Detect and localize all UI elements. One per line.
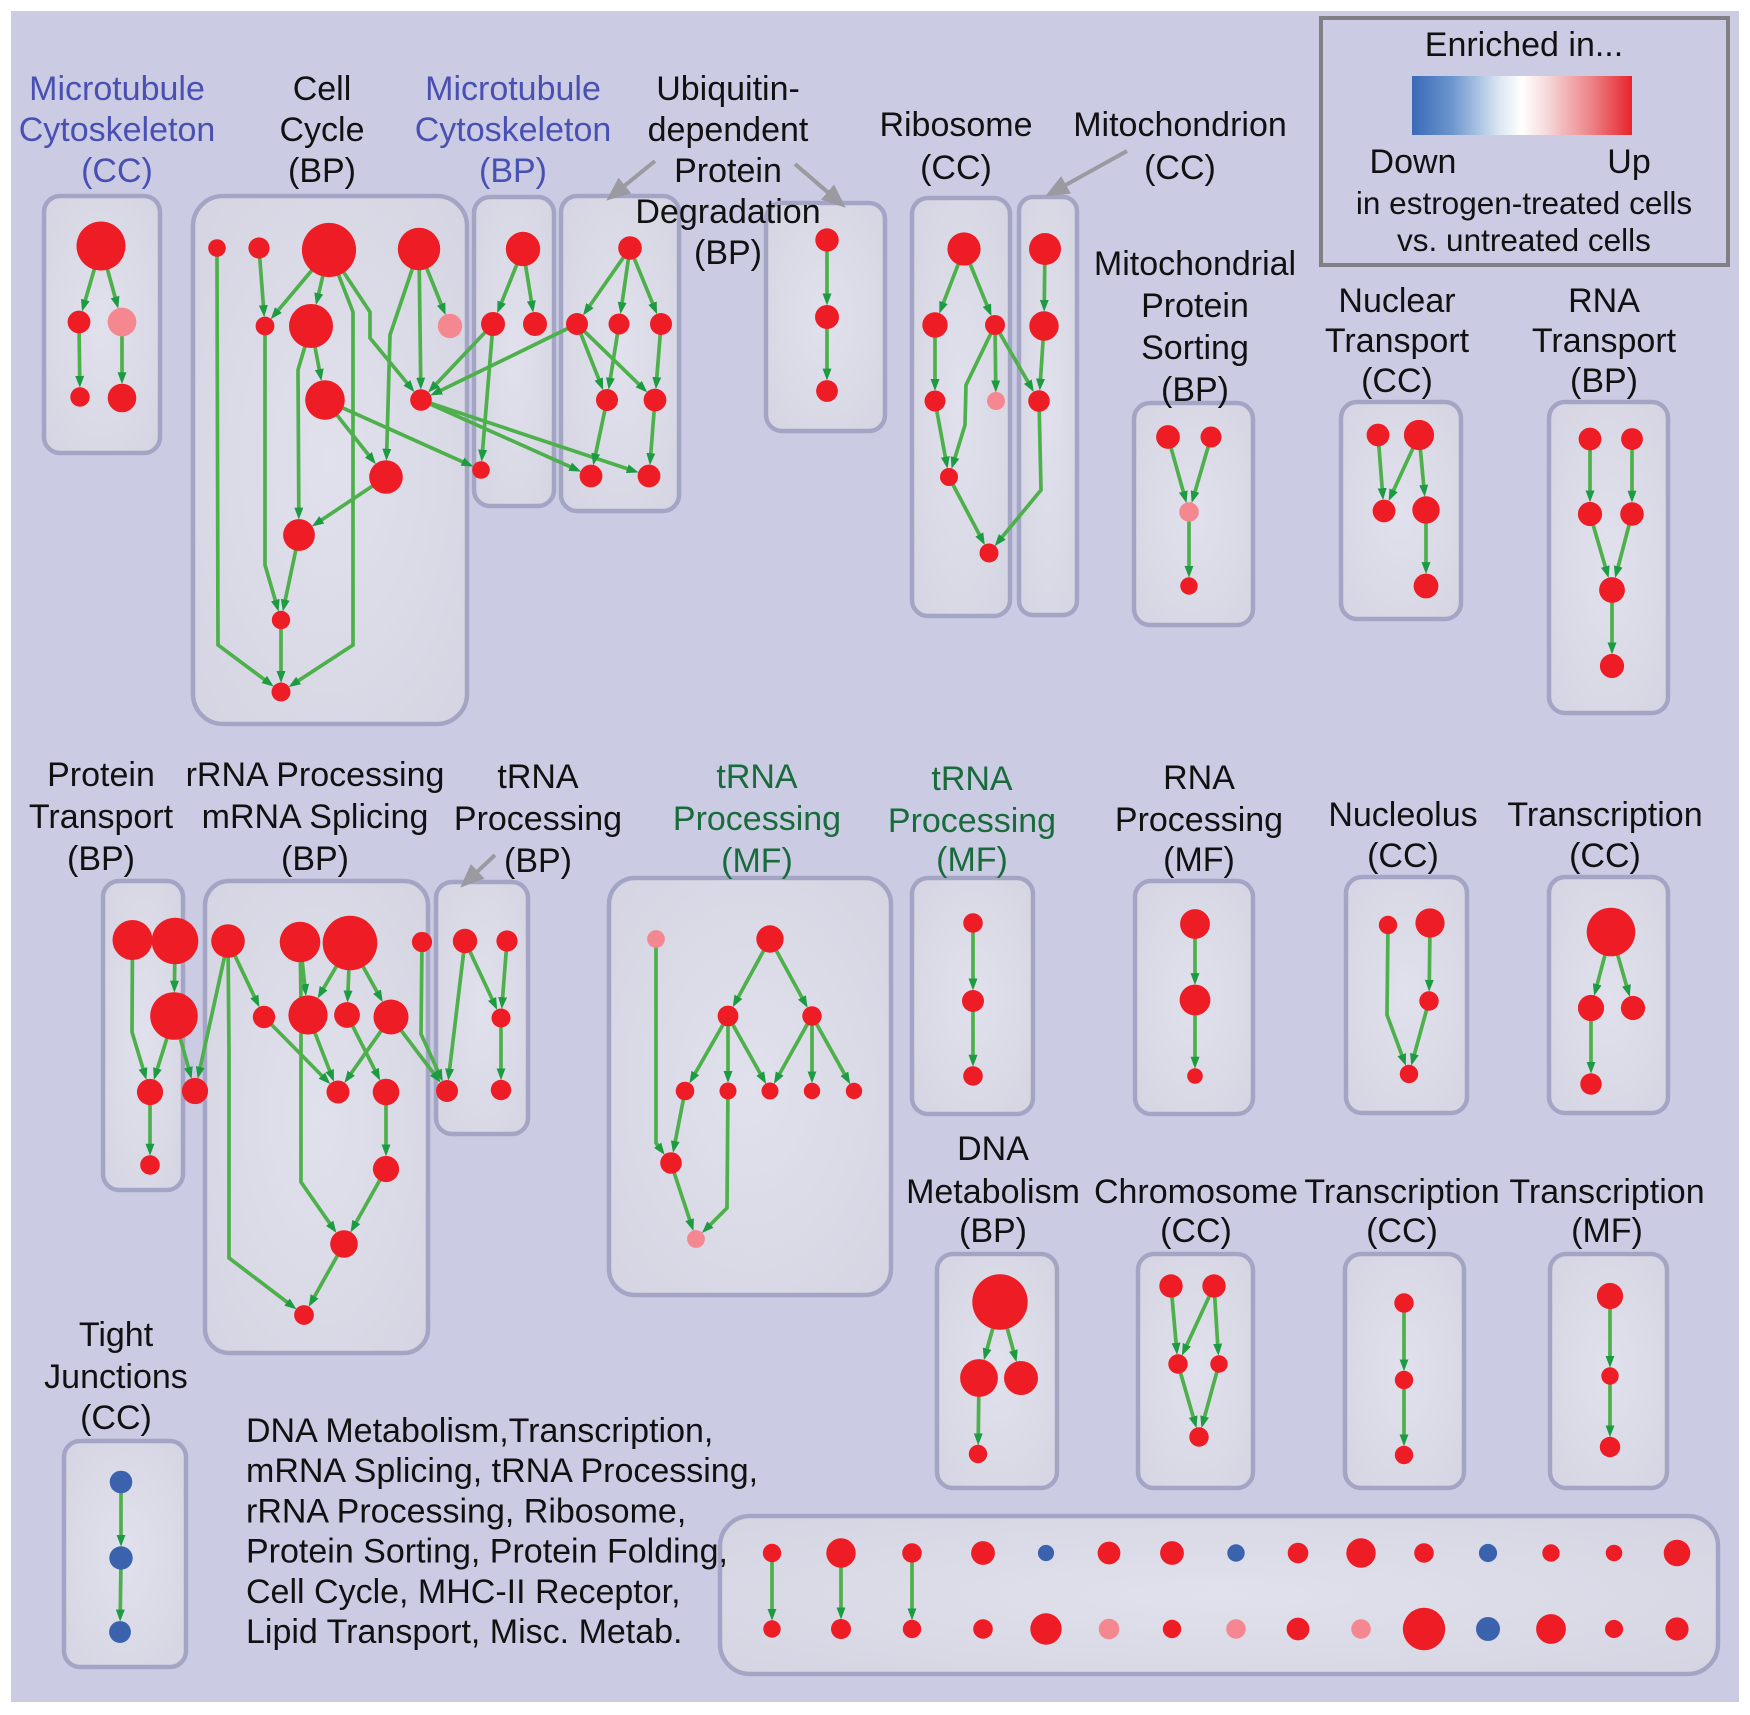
svg-text:(MF): (MF) [1163, 841, 1235, 879]
svg-text:(CC): (CC) [1569, 837, 1641, 875]
svg-text:rRNA Processing, Ribosome,: rRNA Processing, Ribosome, [246, 1492, 686, 1530]
svg-text:(CC): (CC) [81, 152, 153, 190]
svg-text:tRNA: tRNA [716, 758, 798, 796]
svg-text:Processing: Processing [673, 800, 841, 838]
svg-text:Transport: Transport [1325, 322, 1470, 360]
svg-text:Sorting: Sorting [1141, 329, 1249, 367]
svg-text:Ubiquitin-: Ubiquitin- [656, 70, 800, 108]
svg-text:vs. untreated cells: vs. untreated cells [1397, 222, 1651, 258]
svg-text:Up: Up [1607, 143, 1650, 181]
svg-text:(MF): (MF) [936, 841, 1008, 879]
svg-text:Nucleolus: Nucleolus [1328, 796, 1477, 834]
svg-text:Microtubule: Microtubule [29, 70, 205, 108]
svg-text:Metabolism: Metabolism [906, 1173, 1080, 1211]
svg-text:Mitochondrion: Mitochondrion [1073, 106, 1287, 144]
svg-text:Processing: Processing [454, 800, 622, 838]
svg-text:Cytoskeleton: Cytoskeleton [19, 111, 216, 149]
svg-text:(BP): (BP) [1570, 362, 1638, 400]
svg-text:Processing: Processing [888, 802, 1056, 840]
svg-text:Ribosome: Ribosome [879, 106, 1032, 144]
svg-text:Transcription: Transcription [1509, 1173, 1704, 1211]
svg-text:(BP): (BP) [959, 1212, 1027, 1250]
svg-text:mRNA Splicing: mRNA Splicing [202, 798, 429, 836]
svg-text:(BP): (BP) [281, 840, 349, 878]
svg-text:(BP): (BP) [1161, 371, 1229, 409]
svg-text:RNA: RNA [1568, 282, 1640, 320]
svg-text:Transport: Transport [29, 798, 174, 836]
svg-text:Chromosome: Chromosome [1094, 1173, 1298, 1211]
svg-text:(CC): (CC) [1160, 1212, 1232, 1250]
svg-text:Microtubule: Microtubule [425, 70, 601, 108]
svg-text:(BP): (BP) [504, 842, 572, 880]
svg-text:(MF): (MF) [721, 842, 793, 880]
svg-text:mRNA Splicing, tRNA Processing: mRNA Splicing, tRNA Processing, [246, 1452, 758, 1490]
svg-text:Protein Sorting, Protein Foldi: Protein Sorting, Protein Folding, [246, 1533, 728, 1571]
svg-text:Cell Cycle, MHC-II Receptor,: Cell Cycle, MHC-II Receptor, [246, 1573, 681, 1611]
svg-text:Tight: Tight [79, 1316, 154, 1354]
svg-text:(CC): (CC) [1361, 362, 1433, 400]
svg-text:(BP): (BP) [694, 234, 762, 272]
svg-text:(CC): (CC) [1367, 837, 1439, 875]
svg-text:DNA Metabolism,Transcription,: DNA Metabolism,Transcription, [246, 1412, 713, 1450]
svg-text:Transcription: Transcription [1507, 796, 1702, 834]
svg-text:Mitochondrial: Mitochondrial [1094, 245, 1296, 283]
svg-text:Down: Down [1370, 143, 1457, 181]
svg-text:(MF): (MF) [1571, 1212, 1643, 1250]
svg-text:(CC): (CC) [80, 1399, 152, 1437]
svg-text:Enriched in...: Enriched in... [1425, 26, 1623, 64]
svg-text:DNA: DNA [957, 1130, 1029, 1168]
svg-text:Processing: Processing [1115, 801, 1283, 839]
svg-text:Transcription: Transcription [1304, 1173, 1499, 1211]
svg-text:Cycle: Cycle [279, 111, 364, 149]
svg-text:RNA: RNA [1163, 759, 1235, 797]
svg-text:rRNA Processing: rRNA Processing [186, 756, 445, 794]
svg-text:(CC): (CC) [1366, 1212, 1438, 1250]
svg-text:Protein: Protein [674, 152, 782, 190]
svg-text:Cell: Cell [293, 70, 352, 108]
svg-text:Lipid Transport, Misc. Metab.: Lipid Transport, Misc. Metab. [246, 1613, 683, 1651]
svg-text:(CC): (CC) [1144, 149, 1216, 187]
svg-text:tRNA: tRNA [497, 758, 579, 796]
svg-text:Cytoskeleton: Cytoskeleton [415, 111, 612, 149]
svg-text:(BP): (BP) [67, 840, 135, 878]
svg-text:tRNA: tRNA [931, 760, 1013, 798]
svg-text:Transport: Transport [1532, 322, 1677, 360]
svg-text:dependent: dependent [648, 111, 809, 149]
svg-text:(BP): (BP) [479, 152, 547, 190]
svg-text:Junctions: Junctions [44, 1358, 188, 1396]
svg-text:Protein: Protein [1141, 287, 1249, 325]
svg-text:Protein: Protein [47, 756, 155, 794]
svg-text:Degradation: Degradation [635, 193, 820, 231]
svg-text:in estrogen-treated cells: in estrogen-treated cells [1356, 185, 1692, 221]
svg-text:(BP): (BP) [288, 152, 356, 190]
svg-text:(CC): (CC) [920, 149, 992, 187]
svg-text:Nuclear: Nuclear [1338, 282, 1455, 320]
